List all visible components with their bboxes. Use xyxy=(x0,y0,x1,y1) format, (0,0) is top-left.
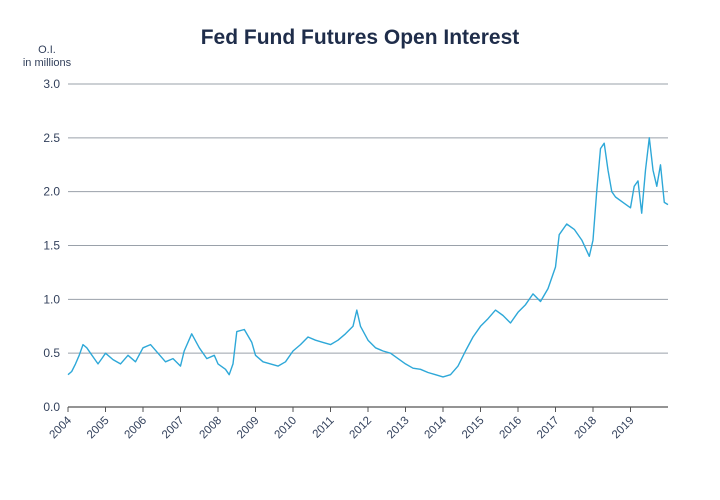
x-tick-label: 2017 xyxy=(535,415,562,442)
y-axis-ticks: 0.0 0.5 1.0 1.5 2.0 2.5 3.0 xyxy=(43,77,60,414)
y-axis-label-line-2: in millions xyxy=(22,57,72,69)
y-tick-label: 1.0 xyxy=(43,292,60,306)
x-tick-label: 2015 xyxy=(460,415,487,442)
x-tick-label: 2013 xyxy=(385,415,412,442)
series-layer xyxy=(67,137,669,378)
x-tick-label: 2010 xyxy=(273,415,300,442)
y-tick-label: 1.5 xyxy=(43,239,60,253)
chart-title: Fed Fund Futures Open Interest xyxy=(200,26,520,49)
x-tick-label: 2004 xyxy=(48,414,75,441)
x-tick-label: 2011 xyxy=(311,415,337,441)
y-axis-label: O.I. in millions xyxy=(14,44,80,70)
x-tick-label: 2019 xyxy=(610,415,637,442)
x-tick-label: 2006 xyxy=(123,415,150,442)
x-tick-label: 2005 xyxy=(85,415,112,442)
x-tick-label: 2016 xyxy=(498,415,525,442)
y-axis-label-line-1: O.I. xyxy=(38,44,56,56)
gridlines xyxy=(68,83,668,354)
y-tick-label: 0.5 xyxy=(43,346,60,360)
x-tick-label: 2008 xyxy=(198,415,225,442)
x-axis-ticks: 2004 2005 2006 2007 2008 2009 2010 2011 2012 2013… xyxy=(48,407,637,441)
x-tick-label: 2018 xyxy=(573,415,600,442)
series-line xyxy=(67,137,669,378)
x-tick-label: 2009 xyxy=(235,415,262,442)
x-tick-label: 2007 xyxy=(160,415,187,442)
y-tick-label: 2.0 xyxy=(43,185,60,199)
x-tick-label: 2014 xyxy=(423,414,450,441)
y-tick-label: 2.5 xyxy=(43,131,60,145)
x-tick-label: 2012 xyxy=(348,415,375,442)
y-tick-label: 0.0 xyxy=(43,400,60,414)
y-tick-label: 3.0 xyxy=(43,77,60,91)
